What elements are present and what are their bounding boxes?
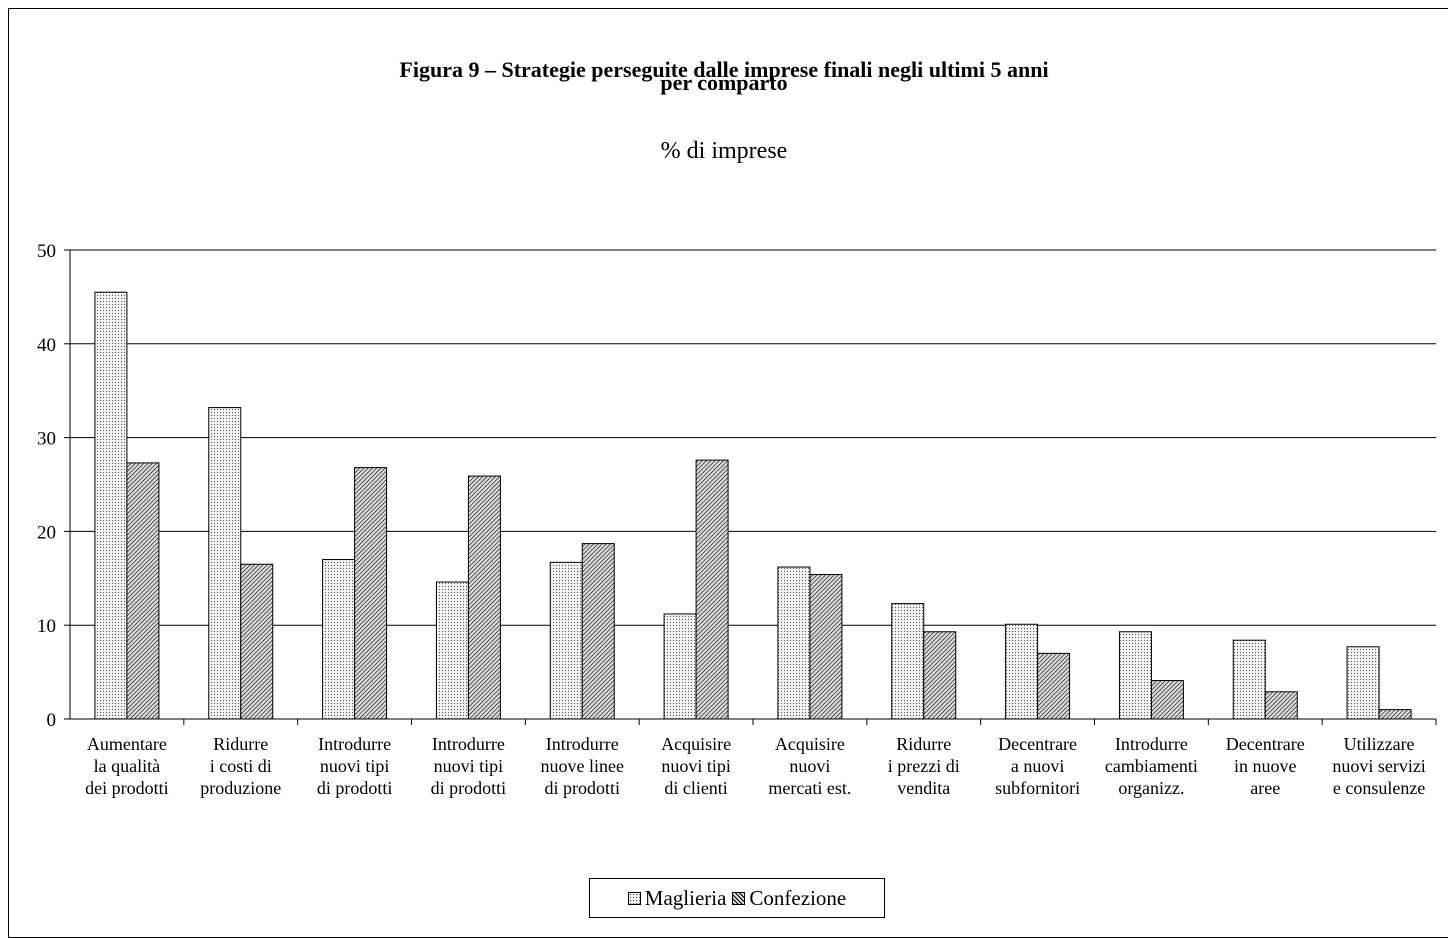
bar-maglieria [1118,631,1152,720]
x-category-label-line: Ridurre [213,734,268,754]
bar-maglieria [891,603,925,720]
legend-swatch-confezione [732,891,746,905]
legend-label-maglieria: Maglieria [644,885,727,910]
bar-confezione [467,475,501,720]
x-category-label: Introdurre nuovi tipi di prodotti [431,734,507,798]
bar-maglieria [435,581,469,720]
legend-item-maglieria: Maglieria [627,885,727,911]
bar-maglieria [1005,623,1039,720]
x-category-label-line: di prodotti [317,778,393,798]
x-category-label-line: cambiamenti [1105,756,1198,776]
x-category-label-line: di prodotti [545,778,621,798]
x-category-label: Introdurre cambiamenti organizz. [1105,734,1198,798]
x-category-label-line: Utilizzare [1344,734,1415,754]
bar-maglieria [1346,646,1380,720]
x-category-label-line: subfornitori [995,778,1080,798]
x-category-label-line: nuove linee [541,756,624,776]
x-category-label-line: Introdurre [1115,734,1188,754]
legend: Maglieria Confezione [589,878,885,918]
x-category-label-line: Decentrare [998,734,1077,754]
bar-confezione [581,543,615,720]
x-category-label-line: nuovi tipi [320,756,390,776]
x-category-label-line: Introdurre [432,734,505,754]
y-tick-label: 0 [47,710,57,731]
x-category-label-line: organizz. [1118,778,1184,798]
bar-confezione [1037,652,1071,720]
x-category-label-line: Decentrare [1226,734,1305,754]
bar-maglieria [663,613,697,720]
bar-maglieria [549,561,583,720]
bar-maglieria [777,566,811,720]
x-category-label-line: produzione [200,778,281,798]
bar-confezione [695,459,729,720]
bar-confezione [1150,680,1184,720]
bar-confezione [1378,709,1412,720]
legend-label-confezione: Confezione [749,885,847,910]
x-category-label-line: Aumentare [87,734,167,754]
x-category-label: Ridurre i costi di produzione [200,734,281,798]
legend-swatch-maglieria [627,891,641,905]
x-category-label-line: nuovi [789,756,830,776]
x-category-label: Acquisire nuovi mercati est. [768,734,851,798]
x-category-label-line: Acquisire [661,734,731,754]
x-category-label-line: in nuove [1234,756,1297,776]
x-category-label: Introdurre nuove linee di prodotti [541,734,624,798]
bar-maglieria [322,559,356,720]
y-tick-label: 20 [37,522,56,543]
bar-maglieria [1232,639,1266,720]
x-category-label: Decentrare a nuovi subfornitori [995,734,1080,798]
legend-item-confezione: Confezione [732,886,846,911]
y-tick-label: 30 [37,429,56,450]
x-category-label-line: nuovi tipi [434,756,504,776]
x-category-label: Acquisire nuovi tipi di clienti [661,734,731,798]
x-category-label: Ridurre i prezzi di vendita [888,734,960,798]
x-category-label-line: a nuovi [1011,756,1065,776]
chart-title: Figura 9 – Strategie perseguite dalle im… [399,57,1049,82]
x-category-label-line: di clienti [664,778,727,798]
x-category-label: Introdurre nuovi tipi di prodotti [317,734,393,798]
x-category-label-line: i costi di [210,756,272,776]
x-category-label-line: e consulenze [1333,778,1425,798]
y-tick-label: 40 [37,335,56,356]
bar-maglieria [208,407,242,720]
bar-confezione [1264,691,1298,720]
bar-confezione [923,631,957,720]
x-category-label-line: mercati est. [768,778,851,798]
x-category-label: Utilizzare nuovi servizi e consulenze [1332,734,1425,798]
bar-confezione [809,574,843,720]
x-category-label: Decentrare in nuove aree [1226,734,1305,798]
x-category-label-line: vendita [897,778,950,798]
x-category-label-line: nuovi servizi [1332,756,1425,776]
x-category-label-line: Introdurre [318,734,391,754]
chart-title-line2: per comparto [660,70,788,95]
y-tick-label: 50 [37,241,56,262]
x-category-label-line: i prezzi di [888,756,960,776]
x-category-label-line: Introdurre [546,734,619,754]
x-category-label-line: Ridurre [896,734,951,754]
bar-maglieria [94,291,128,720]
x-category-label-line: la qualità [94,756,160,776]
bar-confezione [126,462,160,720]
x-category-label-line: aree [1250,778,1280,798]
bar-confezione [354,467,388,720]
chart-subtitle: % di imprese [660,138,788,164]
x-category-label-line: dei prodotti [85,778,169,798]
y-tick-label: 10 [37,616,56,637]
x-category-label: Aumentare la qualità dei prodotti [85,734,169,798]
x-category-label-line: nuovi tipi [661,756,731,776]
bar-confezione [240,563,274,720]
x-category-label-line: Acquisire [775,734,845,754]
x-category-label-line: di prodotti [431,778,507,798]
